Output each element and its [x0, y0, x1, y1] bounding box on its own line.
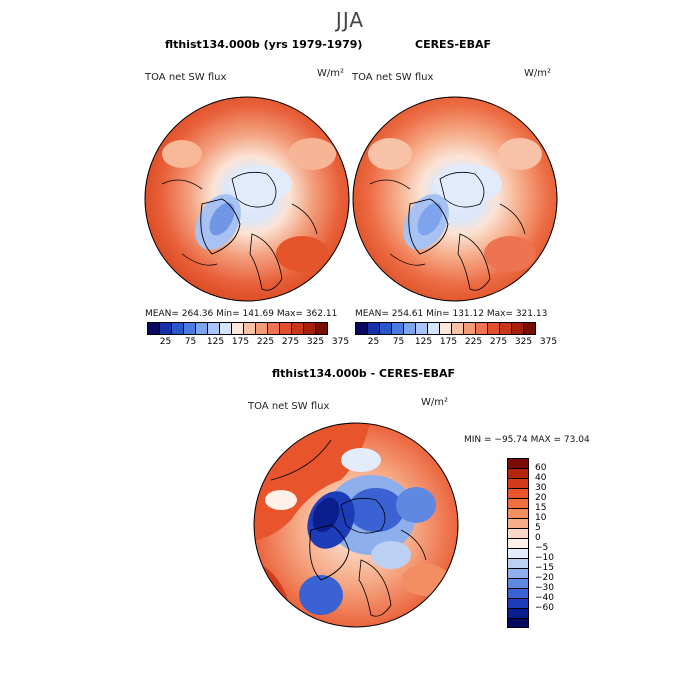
colorbar-swatch	[439, 322, 451, 335]
colorbar-swatch	[267, 322, 279, 335]
colorbar-swatch	[159, 322, 171, 335]
colorbar-tick-label: 175	[439, 337, 458, 347]
figure-title: JJA	[335, 8, 365, 32]
colorbar-swatch	[279, 322, 291, 335]
colorbar-tick-label: 25	[159, 337, 172, 347]
colorbar-tick-label: 275	[489, 337, 508, 347]
colorbar-swatch	[511, 322, 523, 335]
colorbar-swatch	[355, 322, 367, 335]
colorbar-tick-label: 375	[331, 337, 350, 347]
colorbar-swatch	[507, 508, 529, 518]
left-polar-map	[144, 96, 350, 302]
colorbar-tick-label: 25	[367, 337, 380, 347]
colorbar-tick-label: 10	[535, 513, 547, 523]
colorbar-swatch	[507, 558, 529, 568]
colorbar-tick-label: 225	[464, 337, 483, 347]
colorbar-swatch	[523, 322, 536, 335]
colorbar-tick-label: 125	[414, 337, 433, 347]
colorbar-swatch	[171, 322, 183, 335]
colorbar-swatch	[183, 322, 195, 335]
colorbar-swatch	[507, 598, 529, 608]
colorbar-swatch	[507, 538, 529, 548]
colorbar-swatch	[231, 322, 243, 335]
colorbar-swatch	[475, 322, 487, 335]
colorbar-swatch	[507, 588, 529, 598]
left-colorbar	[147, 322, 328, 335]
colorbar-tick-label: −30	[535, 583, 554, 593]
left-stats: MEAN= 264.36 Min= 141.69 Max= 362.11	[145, 309, 338, 319]
diff-stats: MIN = −95.74 MAX = 73.04	[464, 435, 590, 445]
colorbar-swatch	[507, 458, 529, 468]
colorbar-swatch	[147, 322, 159, 335]
colorbar-swatch	[379, 322, 391, 335]
diff-units-label: W/m²	[421, 397, 449, 408]
colorbar-swatch	[507, 518, 529, 528]
colorbar-tick-label: 375	[539, 337, 558, 347]
colorbar-swatch	[303, 322, 315, 335]
colorbar-tick-label: 225	[256, 337, 275, 347]
colorbar-swatch	[415, 322, 427, 335]
colorbar-swatch	[507, 498, 529, 508]
colorbar-tick-label: 60	[535, 463, 547, 473]
colorbar-swatch	[451, 322, 463, 335]
colorbar-tick-label: 325	[306, 337, 325, 347]
colorbar-swatch	[367, 322, 379, 335]
colorbar-swatch	[219, 322, 231, 335]
colorbar-swatch	[487, 322, 499, 335]
colorbar-swatch	[195, 322, 207, 335]
colorbar-swatch	[507, 608, 529, 618]
colorbar-tick-label: −15	[535, 563, 554, 573]
colorbar-tick-label: −10	[535, 553, 554, 563]
colorbar-swatch	[499, 322, 511, 335]
colorbar-tick-label: −40	[535, 593, 554, 603]
colorbar-swatch	[463, 322, 475, 335]
colorbar-swatch	[507, 468, 529, 478]
colorbar-tick-label: 40	[535, 473, 547, 483]
colorbar-swatch	[243, 322, 255, 335]
left-panel-title: flthist134.000b (yrs 1979-1979)	[165, 38, 363, 51]
colorbar-tick-label: 30	[535, 483, 547, 493]
colorbar-tick-label: 0	[535, 533, 541, 543]
left-variable-label: TOA net SW flux	[145, 72, 227, 83]
colorbar-swatch	[507, 568, 529, 578]
right-colorbar-ticks: 25 75 125 175 225 275 325 375	[355, 337, 558, 349]
right-variable-label: TOA net SW flux	[352, 72, 434, 83]
right-colorbar	[355, 322, 536, 335]
colorbar-swatch	[391, 322, 403, 335]
colorbar-tick-label: 125	[206, 337, 225, 347]
colorbar-swatch	[255, 322, 267, 335]
colorbar-tick-label: 15	[535, 503, 547, 513]
colorbar-swatch	[315, 322, 328, 335]
colorbar-swatch	[207, 322, 219, 335]
colorbar-tick-label: −60	[535, 603, 554, 613]
colorbar-tick-label: 5	[535, 523, 541, 533]
colorbar-tick-label: 20	[535, 493, 547, 503]
colorbar-tick-label: 75	[392, 337, 405, 347]
colorbar-tick-label: 175	[231, 337, 250, 347]
diff-variable-label: TOA net SW flux	[248, 401, 330, 412]
left-units-label: W/m²	[317, 68, 345, 79]
colorbar-swatch	[507, 488, 529, 498]
colorbar-swatch	[427, 322, 439, 335]
right-panel-title: CERES-EBAF	[415, 38, 491, 51]
colorbar-tick-label: 275	[281, 337, 300, 347]
colorbar-swatch	[507, 478, 529, 488]
diff-panel-title: flthist134.000b - CERES-EBAF	[272, 367, 456, 380]
colorbar-swatch	[291, 322, 303, 335]
diff-colorbar	[507, 458, 529, 628]
colorbar-swatch	[507, 528, 529, 538]
colorbar-tick-label: −20	[535, 573, 554, 583]
colorbar-tick-label: 325	[514, 337, 533, 347]
left-colorbar-ticks: 25 75 125 175 225 275 325 375	[147, 337, 350, 349]
colorbar-swatch	[507, 578, 529, 588]
right-stats: MEAN= 254.61 Min= 131.12 Max= 321.13	[355, 309, 548, 319]
colorbar-swatch	[507, 618, 529, 628]
colorbar-swatch	[403, 322, 415, 335]
colorbar-tick-label: 75	[184, 337, 197, 347]
colorbar-swatch	[507, 548, 529, 558]
right-polar-map	[352, 96, 558, 302]
right-units-label: W/m²	[524, 68, 552, 79]
colorbar-tick-label: −5	[535, 543, 549, 553]
diff-polar-map	[253, 422, 459, 628]
